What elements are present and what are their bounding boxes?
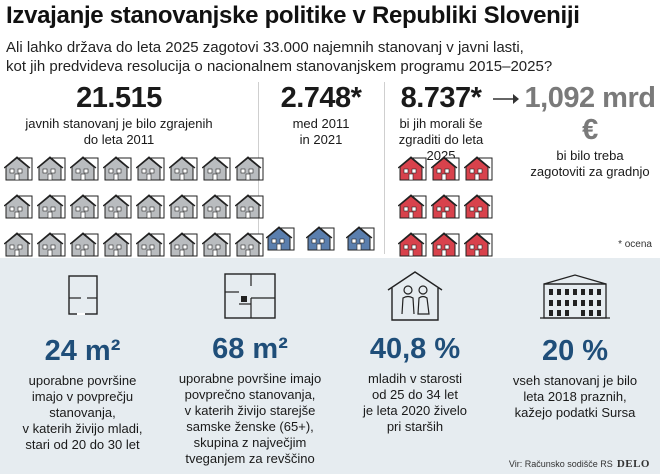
house-icon bbox=[168, 232, 199, 258]
apartment-building-icon bbox=[540, 274, 610, 319]
house-icon bbox=[463, 232, 494, 258]
fact-text-line: stari od 20 do 30 let bbox=[25, 437, 140, 452]
fact-text: uporabne površine imajo v povprečju stan… bbox=[5, 373, 160, 453]
house-icon bbox=[102, 194, 133, 220]
fact-text-line: v katerih živijo mladi, bbox=[22, 421, 143, 436]
fact-elderly-apartment-size: 68 m² uporabne površine imajo povprečno … bbox=[160, 258, 340, 467]
facts-panel: 24 m² uporabne površine imajo v povprečj… bbox=[0, 258, 660, 474]
stat-label-line2: in 2021 bbox=[299, 132, 343, 147]
house-icon bbox=[201, 232, 232, 258]
fact-text-line: stanovanja, bbox=[49, 405, 116, 420]
stat-label-line1: med 2011 bbox=[292, 116, 350, 131]
house-icon bbox=[36, 194, 67, 220]
house-icon bbox=[234, 156, 265, 182]
fact-young-living-with-parents: 40,8 % mladih v starosti od 25 do 34 let… bbox=[340, 258, 490, 435]
fact-text-line: leta 2018 praznih, bbox=[523, 389, 627, 404]
house-icon bbox=[69, 232, 100, 258]
house-icon bbox=[430, 232, 461, 258]
stat-label-line1: bi bilo treba bbox=[556, 148, 624, 163]
small-floorplan-icon bbox=[67, 275, 98, 315]
house-icon bbox=[168, 194, 199, 220]
fact-value: 20 % bbox=[541, 335, 609, 367]
house-icon bbox=[305, 226, 336, 252]
stat-value: 1,092 mrd € bbox=[524, 82, 656, 146]
fact-text-line: skupina z največjim bbox=[193, 435, 307, 450]
house-icon bbox=[463, 156, 494, 182]
fact-value: 24 m² bbox=[44, 335, 121, 367]
fact-text-line: uporabne površine imajo bbox=[178, 371, 322, 386]
large-floorplan-icon bbox=[224, 273, 276, 319]
stat-label-line1: javnih stanovanj je bilo zgrajenih bbox=[25, 116, 213, 131]
arrow-right-icon bbox=[493, 94, 519, 104]
fact-text-line: uporabne površine bbox=[28, 373, 137, 388]
house-icon bbox=[3, 156, 34, 182]
house-icon bbox=[265, 226, 296, 252]
fact-text-line: pri starših bbox=[386, 419, 444, 434]
house-icon bbox=[430, 194, 461, 220]
fact-text-line: mladih v starosti bbox=[368, 371, 462, 386]
house-icon bbox=[135, 232, 166, 258]
stat-built-until-2011: 21.515 javnih stanovanj je bilo zgrajeni… bbox=[0, 82, 238, 148]
house-icon bbox=[3, 194, 34, 220]
house-icon bbox=[36, 156, 67, 182]
divider bbox=[384, 82, 385, 254]
stat-label-line1: bi jih morali še bbox=[399, 116, 483, 131]
house-icon bbox=[168, 156, 199, 182]
stat-cost: 1,092 mrd € bi bilo treba zagotoviti za … bbox=[520, 82, 660, 180]
fact-young-apartment-size: 24 m² uporabne površine imajo v povprečj… bbox=[5, 258, 160, 453]
fact-text-line: povprečno stanovanja, bbox=[184, 387, 316, 402]
fact-text-line: vseh stanovanj je bilo bbox=[512, 373, 638, 388]
house-icon bbox=[234, 194, 265, 220]
fact-text-line: kažejo podatki Sursa bbox=[514, 405, 636, 420]
house-icon bbox=[102, 156, 133, 182]
fact-text-line: je leta 2020 živelo bbox=[362, 403, 468, 418]
house-icon bbox=[397, 156, 428, 182]
fact-text: mladih v starosti od 25 do 34 let je let… bbox=[340, 371, 490, 435]
stat-value: 21.515 bbox=[76, 82, 162, 114]
subtitle-line-1: Ali lahko država do leta 2025 zagotovi 3… bbox=[6, 39, 524, 56]
subtitle-line-2: kot jih predvideva resolucija o nacional… bbox=[6, 58, 553, 75]
fact-text: vseh stanovanj je bilo leta 2018 praznih… bbox=[495, 373, 655, 421]
fact-value: 40,8 % bbox=[369, 333, 461, 365]
fact-text-line: samske ženske (65+), bbox=[186, 419, 314, 434]
fact-text-line: v katerih živijo starejše bbox=[184, 403, 316, 418]
house-icon bbox=[234, 232, 265, 258]
couple-in-house-icon bbox=[387, 271, 443, 321]
stat-value: 2.748* bbox=[280, 82, 362, 114]
stat-label-line2: do leta 2011 bbox=[83, 132, 155, 147]
house-icon bbox=[201, 194, 232, 220]
source-credit: Vir: Računsko sodišče RS DELO bbox=[509, 458, 650, 470]
stat-label-line2: zagotoviti za gradnjo bbox=[530, 164, 650, 179]
house-icon bbox=[69, 156, 100, 182]
house-icon bbox=[69, 194, 100, 220]
house-icon bbox=[430, 156, 461, 182]
fact-text-line: imajo v povprečju bbox=[31, 389, 134, 404]
fact-empty-apartments: 20 % vseh stanovanj je bilo leta 2018 pr… bbox=[495, 258, 655, 421]
fact-value: 68 m² bbox=[212, 333, 288, 365]
house-icon bbox=[135, 156, 166, 182]
source-text: Vir: Računsko sodišče RS bbox=[508, 459, 613, 469]
fact-text-line: tveganjem za revščino bbox=[185, 451, 315, 466]
stat-2011-2021: 2.748* med 2011 in 2021 bbox=[262, 82, 380, 148]
house-icon bbox=[463, 194, 494, 220]
footnote: * ocena bbox=[618, 239, 652, 250]
house-icon bbox=[345, 226, 376, 252]
brand-logo: DELO bbox=[616, 458, 650, 470]
page-title: Izvajanje stanovanjske politike v Republ… bbox=[6, 2, 580, 29]
house-icon bbox=[102, 232, 133, 258]
stat-to-build-until-2025: 8.737* bi jih morali še zgraditi do leta… bbox=[386, 82, 496, 164]
house-icon bbox=[201, 156, 232, 182]
stat-value: 8.737* bbox=[400, 82, 482, 114]
house-icon bbox=[397, 232, 428, 258]
house-icon bbox=[135, 194, 166, 220]
house-icon bbox=[397, 194, 428, 220]
subtitle: Ali lahko država do leta 2025 zagotovi 3… bbox=[6, 38, 566, 76]
house-icon bbox=[3, 232, 34, 258]
fact-text-line: od 25 do 34 let bbox=[371, 387, 459, 402]
house-icon bbox=[36, 232, 67, 258]
fact-text: uporabne površine imajo povprečno stanov… bbox=[160, 371, 340, 467]
